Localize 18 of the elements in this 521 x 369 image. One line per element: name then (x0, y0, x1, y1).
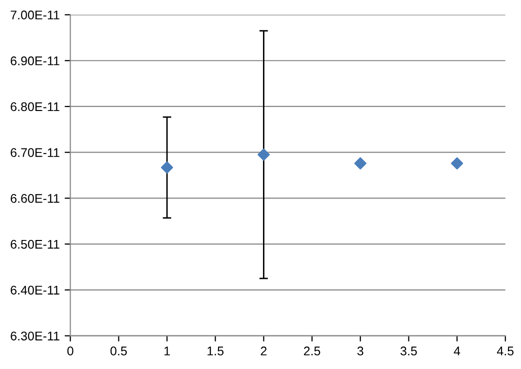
x-tick-label: 0.5 (110, 346, 127, 356)
x-tick-label: 2 (260, 346, 267, 356)
x-tick-label: 1.5 (208, 346, 224, 356)
x-tick-label: 3.5 (400, 346, 417, 356)
y-tick-label: 6.80E-11 (10, 102, 60, 112)
y-tick-label: 6.90E-11 (10, 56, 60, 66)
y-tick-label: 6.70E-11 (10, 148, 60, 157)
x-tick-label: 0 (67, 346, 74, 356)
y-tick-label: 7.00E-11 (10, 10, 60, 20)
x-tick-label: 2.5 (304, 346, 320, 356)
y-tick-label: 6.40E-11 (10, 286, 60, 295)
y-tick-label: 6.30E-11 (10, 332, 60, 340)
x-tick-label: 4.5 (496, 346, 514, 356)
x-tick-label: 3 (357, 346, 364, 356)
y-tick-label: 6.50E-11 (10, 240, 60, 249)
x-tick-label: 1 (164, 346, 170, 356)
x-tick-label: 4 (454, 346, 460, 356)
y-tick-label: 6.60E-11 (10, 194, 60, 203)
